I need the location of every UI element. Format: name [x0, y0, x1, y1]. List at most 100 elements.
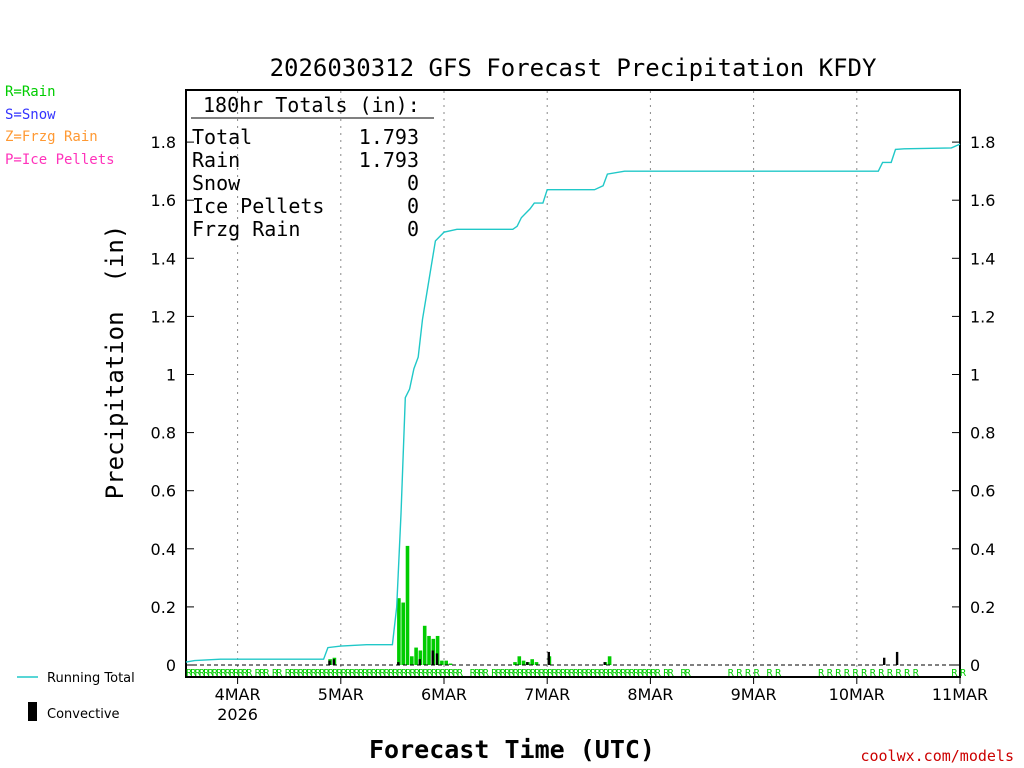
- convective-bars: [328, 650, 899, 665]
- x-tick-label-4: 8MAR: [627, 685, 673, 704]
- ptype-letter-30: R: [328, 668, 335, 679]
- y-axis-right: 0 0.2 0.4 0.6 0.8 1 1.2 1.4 1.6 1.8: [952, 133, 995, 675]
- ptype-letter-43: R: [384, 668, 391, 679]
- convective-bar-3: [418, 659, 421, 665]
- ptype-letter-105: R: [668, 668, 675, 679]
- rain-bar-17: [521, 660, 526, 665]
- x-tick-label-5: 9MAR: [731, 685, 777, 704]
- ptype-letter-119: R: [861, 668, 868, 679]
- convective-legend-label: Convective: [47, 707, 120, 722]
- ptype-letter-88: R: [590, 668, 597, 679]
- ptype-letter-67: R: [500, 668, 507, 679]
- ptype-letter-90: R: [599, 668, 606, 679]
- ptype-letter-77: R: [543, 668, 550, 679]
- ptype-letter-74: R: [530, 668, 537, 679]
- ptype-letter-69: R: [509, 668, 516, 679]
- y-tick-label-right-7: 1.4: [970, 249, 995, 268]
- ptype-letter-28: R: [319, 668, 326, 679]
- convective-bar-5: [435, 653, 439, 665]
- ptype-letter-15: R: [255, 668, 262, 679]
- ptype-letter-101: R: [646, 668, 653, 679]
- ptype-letter-3: R: [199, 668, 206, 679]
- ptype-letter-6: R: [212, 668, 219, 679]
- rain-bar-13: [444, 660, 448, 665]
- x-tick-label-6: 10MAR: [829, 685, 885, 704]
- convective-legend-swatch: [28, 702, 37, 721]
- rain-bar-14: [448, 663, 453, 665]
- totals-label-3: Ice Pellets: [192, 194, 324, 218]
- y-tick-label-left-3: 0.6: [151, 482, 176, 501]
- y-tick-label-right-4: 0.8: [970, 424, 995, 443]
- ptype-letter-87: R: [586, 668, 593, 679]
- ptype-letter-50: R: [414, 668, 421, 679]
- ptype-letter-7: R: [216, 668, 223, 679]
- ptype-letter-40: R: [371, 668, 378, 679]
- rain-bar-11: [435, 635, 440, 665]
- chart-title: 2026030312 GFS Forecast Precipitation KF…: [270, 54, 877, 82]
- convective-bar-8: [603, 662, 606, 665]
- ptype-letter-26: R: [311, 668, 318, 679]
- ptype-letter-24: R: [302, 668, 309, 679]
- y-tick-label-left-9: 1.8: [151, 133, 176, 152]
- ptype-letter-103: R: [655, 668, 662, 679]
- bottom-legend: Running Total Convective: [17, 671, 135, 722]
- ptype-letter-0: R: [186, 668, 193, 679]
- y-tick-label-left-1: 0.2: [151, 598, 176, 617]
- ptype-letter-57: R: [444, 668, 451, 679]
- ptype-letter-109: R: [736, 668, 743, 679]
- ptype-letter-117: R: [844, 668, 851, 679]
- ptype-letter-108: R: [728, 668, 735, 679]
- ptype-letter-35: R: [349, 668, 356, 679]
- y-tick-label-right-2: 0.4: [970, 540, 995, 559]
- y-tick-label-right-3: 0.6: [970, 482, 995, 501]
- ptype-letter-27: R: [315, 668, 322, 679]
- ptype-letter-98: R: [633, 668, 640, 679]
- ptype-letter-11: R: [233, 668, 240, 679]
- ptype-letter-110: R: [745, 668, 752, 679]
- ptype-letter-58: R: [448, 668, 455, 679]
- x-tick-sublabel-0: 2026: [217, 705, 258, 724]
- ptype-letter-99: R: [638, 668, 645, 679]
- convective-bar-7: [547, 651, 550, 665]
- ptype-letter-85: R: [577, 668, 584, 679]
- ptype-letter-17: R: [263, 668, 270, 679]
- ptype-letter-38: R: [362, 668, 369, 679]
- ptype-letter-16: R: [259, 668, 266, 679]
- ptype-letter-45: R: [392, 668, 399, 679]
- legend-snow-key: S=Snow: [5, 107, 56, 123]
- y-tick-label-right-1: 0.2: [970, 598, 995, 617]
- convective-bar-0: [328, 660, 331, 665]
- rain-bars: [328, 545, 612, 665]
- ptype-letter-55: R: [435, 668, 442, 679]
- ptype-letter-72: R: [521, 668, 528, 679]
- ptype-letter-42: R: [380, 668, 387, 679]
- convective-bar-9: [883, 657, 886, 665]
- ptype-letter-89: R: [595, 668, 602, 679]
- ptype-letter-41: R: [375, 668, 382, 679]
- ptype-letter-25: R: [306, 668, 313, 679]
- convective-bar-10: [895, 651, 899, 665]
- ptype-letter-114: R: [818, 668, 825, 679]
- y-axis-label: Precipitation (in): [101, 225, 129, 500]
- ptype-letter-126: R: [951, 668, 958, 679]
- ptype-letter-12: R: [238, 668, 245, 679]
- rain-bar-5: [410, 656, 414, 665]
- ptype-letter-19: R: [276, 668, 283, 679]
- ptype-letter-82: R: [564, 668, 571, 679]
- ptype-letter-73: R: [526, 668, 533, 679]
- y-axis-left: 0 0.2 0.4 0.6 0.8 1 1.2 1.4 1.6 1.8: [151, 133, 194, 675]
- totals-value-1: 1.793: [359, 148, 419, 172]
- legend-rain-key: R=Rain: [5, 84, 56, 100]
- ptype-letter-83: R: [569, 668, 576, 679]
- rain-bar-2: [397, 598, 401, 665]
- ptype-letter-93: R: [612, 668, 619, 679]
- y-tick-label-left-6: 1.2: [151, 307, 176, 326]
- legend-pellets-key: P=Ice Pellets: [5, 152, 115, 168]
- ptype-letter-123: R: [896, 668, 903, 679]
- ptype-letter-107: R: [685, 668, 692, 679]
- ptype-letter-44: R: [388, 668, 395, 679]
- rain-bar-23: [607, 656, 612, 665]
- ptype-letter-36: R: [354, 668, 361, 679]
